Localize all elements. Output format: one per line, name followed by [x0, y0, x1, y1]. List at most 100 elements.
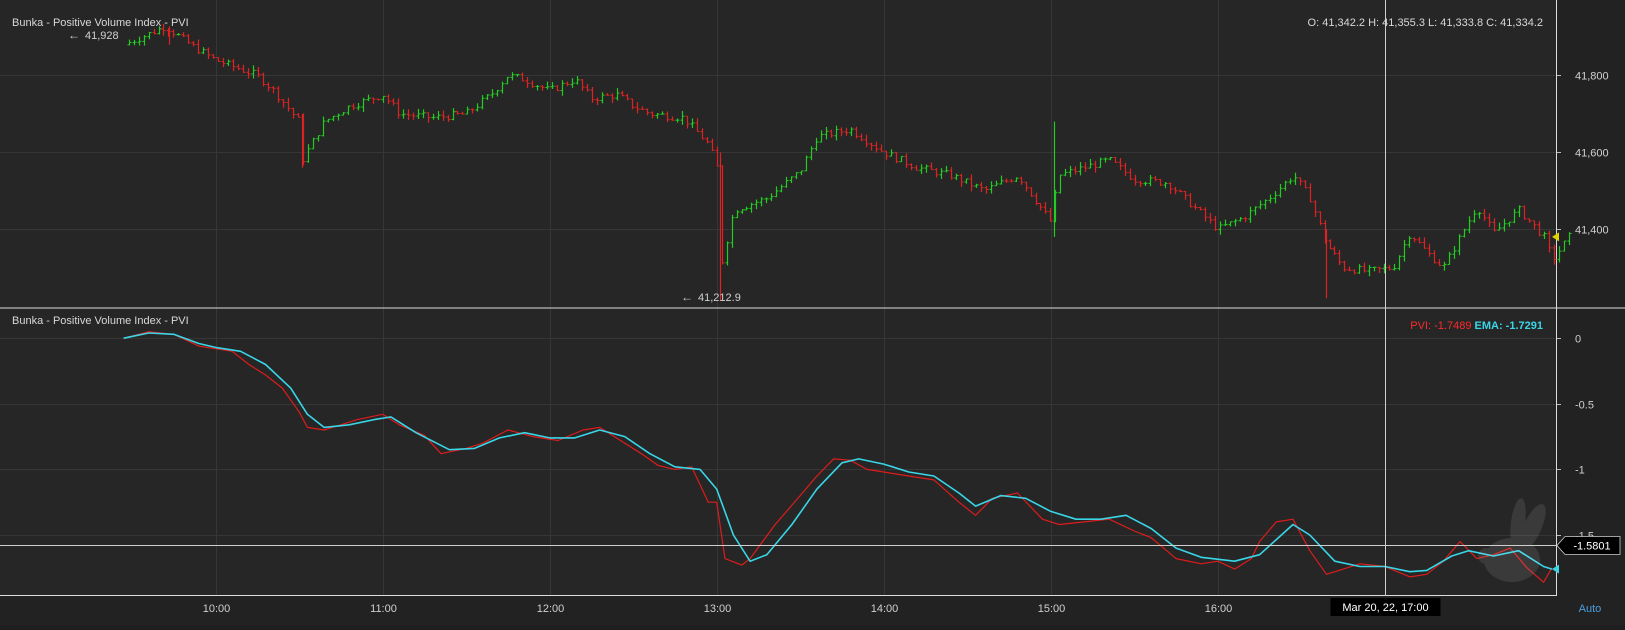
ohlc-bar: [1362, 262, 1367, 273]
ohlc-bar: [535, 85, 540, 91]
ohlc-bar: [480, 95, 485, 110]
ohlc-bar: [1004, 178, 1009, 184]
series-line-pvi: [123, 331, 1553, 583]
lower-y-tick-label: -0.5: [1575, 400, 1594, 412]
ohlc-bar: [1029, 187, 1034, 197]
ohlc-bar: [281, 99, 286, 108]
ohlc-bar: [560, 80, 565, 96]
ohlc-bar: [924, 164, 929, 173]
ohlc-bar: [859, 133, 864, 142]
ohlc-bar: [730, 214, 735, 248]
crosshair-time-tag: Mar 20, 22, 17:00: [1330, 598, 1441, 616]
ohlc-bar: [341, 111, 346, 116]
ohlc-bar: [505, 76, 510, 85]
x-tick-label: 12:00: [537, 603, 565, 615]
ohlc-bar: [585, 83, 590, 92]
ohlc-bar: [1452, 246, 1457, 259]
ohlc-bar: [1113, 156, 1118, 163]
ohlc-bar: [710, 138, 715, 152]
ohlc-bar: [600, 92, 605, 104]
low-annotation: ← 41,212.9: [681, 290, 741, 304]
ohlc-bar: [286, 97, 291, 112]
ohlc-bar: [1058, 174, 1063, 194]
ohlc-bar: [1163, 182, 1168, 189]
ohlc-bar: [1372, 266, 1377, 272]
crosshair-time-label: Mar 20, 22, 17:00: [1342, 602, 1428, 614]
x-tick-label: 14:00: [871, 603, 899, 615]
ohlc-bar: [545, 81, 550, 90]
ohlc-bar: [241, 64, 246, 74]
ohlc-bar: [1407, 236, 1412, 248]
ohlc-bar: [356, 102, 361, 111]
axis-labels-layer: 10:00 11:00 12:00 13:00 14:00 15:00 16:00 41,80…: [203, 71, 1609, 616]
ohlc-bar: [1492, 218, 1497, 232]
ohlc-bar: [1397, 255, 1402, 271]
ohlc-bar: [1268, 194, 1273, 204]
ohlc-bar: [226, 59, 231, 66]
ohlc-bar: [1014, 177, 1019, 182]
ohlc-bar: [231, 58, 236, 72]
ohlc-bar: [1552, 244, 1557, 265]
left-arrow-icon: ←: [681, 290, 693, 304]
ohlc-bar: [754, 199, 759, 210]
ohlc-bar: [336, 113, 341, 121]
ohlc-bar: [251, 65, 256, 79]
ohlc-bar: [864, 134, 869, 148]
ohlc-bar: [401, 109, 406, 119]
ohlc-bar: [1467, 216, 1472, 234]
ohlc-bar: [266, 82, 271, 92]
ohlc-bar: [964, 178, 969, 184]
ohlc-bar: [700, 128, 705, 140]
last-pvi-marker: [1552, 564, 1559, 574]
ohlc-bar: [376, 98, 381, 101]
ohlc-bar: [635, 102, 640, 114]
ohlc-bar: [575, 76, 580, 85]
ohlc-bar: [296, 113, 301, 118]
ohlc-bar: [1118, 157, 1123, 171]
ohlc-bar: [1308, 183, 1313, 203]
crosshair-value-tag: -1.5801: [1556, 536, 1621, 555]
ohlc-bar: [1402, 239, 1407, 262]
ohlc-bar: [361, 97, 366, 113]
ohlc-bar: [615, 88, 620, 101]
ohlc-bar: [1482, 208, 1487, 221]
lower-y-tick-label: -1: [1575, 465, 1585, 477]
ohlc-bar: [1472, 209, 1477, 223]
ohlc-bar: [1083, 162, 1088, 173]
ohlc-bar: [540, 85, 545, 91]
ohlc-bar: [989, 181, 994, 194]
ohlc-bar: [1253, 206, 1258, 216]
ohlc-bar: [954, 173, 959, 181]
ohlc-bar: [1273, 191, 1278, 204]
ohlc-bar: [695, 118, 700, 133]
ohlc-bar: [171, 29, 176, 38]
ohlc-bar: [475, 103, 480, 112]
ohlc-bar: [1223, 219, 1228, 226]
ohlc-bar: [216, 57, 221, 63]
ohlc-bar: [819, 130, 824, 143]
ohlc-bar: [346, 105, 351, 116]
ohlc-bar: [909, 163, 914, 171]
ohlc-bar: [994, 180, 999, 187]
ohlc-bar: [510, 72, 515, 81]
auto-scale-button[interactable]: Auto: [1579, 603, 1602, 615]
ohlc-bar: [605, 92, 610, 96]
ohlc-bar: [421, 109, 426, 119]
ohlc-bar: [1507, 221, 1512, 227]
ohlc-bar: [396, 98, 401, 119]
ohlc-bar: [1098, 157, 1103, 168]
ohlc-bar: [142, 35, 147, 46]
ohlc-bar: [1158, 178, 1163, 187]
ohlc-bar: [749, 202, 754, 213]
ohlc-bar: [869, 142, 874, 151]
ohlc-bar: [1258, 200, 1263, 210]
grid-layer: [0, 0, 1561, 595]
ohlc-bar: [485, 94, 490, 101]
ohlc-bar: [1542, 231, 1547, 240]
ohlc-bar: [789, 176, 794, 183]
ohlc-bar: [186, 34, 191, 44]
price-axis-background: [1557, 0, 1625, 625]
x-tick-label: 13:00: [704, 603, 732, 615]
ohlc-bar: [959, 173, 964, 187]
